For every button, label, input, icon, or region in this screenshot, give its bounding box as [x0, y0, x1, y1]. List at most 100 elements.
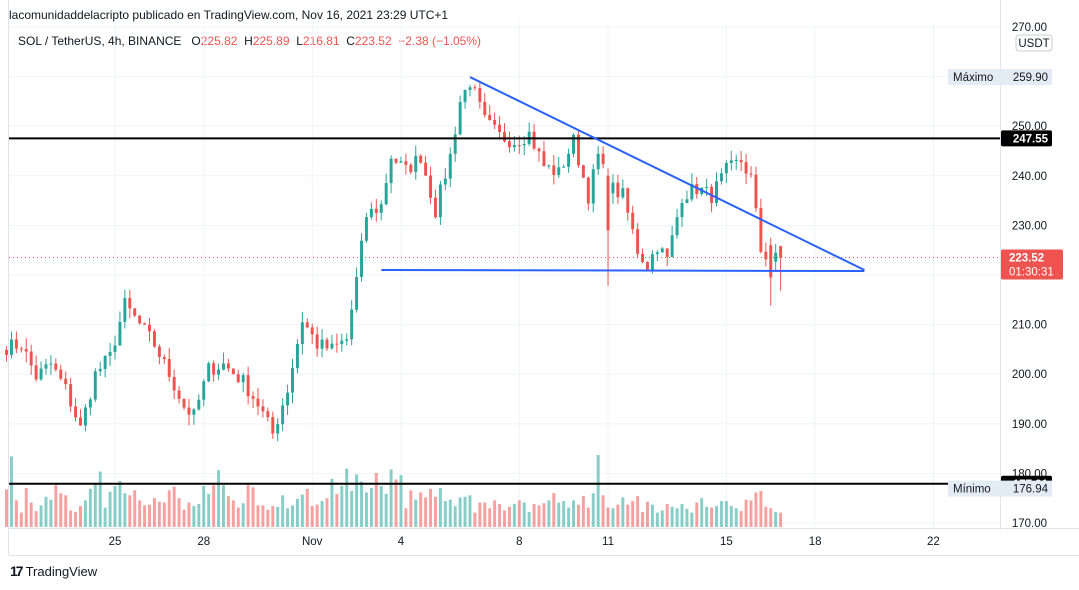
candle-body [231, 368, 235, 375]
candle-body [69, 384, 73, 407]
volume-bar [276, 506, 280, 527]
volume-bar [256, 505, 260, 527]
trendline-horizontal-support[interactable] [381, 269, 865, 273]
volume-bar [167, 490, 171, 527]
candle-body [503, 131, 506, 142]
volume-bar [389, 469, 393, 527]
x-tick-label: 15 [720, 536, 733, 548]
trendlines[interactable] [381, 76, 865, 273]
volume-bar [675, 508, 679, 527]
candle-body [330, 343, 334, 349]
candle-body [271, 417, 275, 434]
volume-bar [394, 479, 398, 527]
candle-body [79, 417, 82, 426]
candle-body [655, 252, 659, 255]
y-tick-label: 270.00 [1012, 22, 1047, 34]
trendline-descending-resistance[interactable] [469, 76, 865, 271]
candle-body [591, 169, 595, 204]
volume-bar [197, 503, 201, 527]
candle-body [241, 375, 245, 383]
y-tick-label: 200.00 [1012, 369, 1047, 381]
symbol-name[interactable]: SOL / TetherUS, 4h, BINANCE [18, 34, 182, 48]
candle-body [660, 248, 664, 253]
candle-body [754, 174, 758, 209]
candle-body [606, 175, 610, 231]
volume-bar [369, 488, 373, 527]
currency-box [1015, 34, 1053, 52]
volume-bar [330, 478, 334, 527]
price-badges: 247.55177.91Máximo259.90Mínimo176.94223.… [948, 34, 1063, 497]
volume-bar [705, 506, 709, 527]
candle-body [493, 120, 497, 125]
candle-body [335, 343, 339, 345]
volume-bar [221, 485, 225, 527]
volume-bar [340, 485, 344, 527]
candle-body [14, 339, 18, 349]
volume-bar [113, 485, 117, 527]
candle-body [394, 158, 398, 163]
high-label: H [244, 34, 253, 48]
x-tick-label: 4 [398, 536, 405, 548]
extreme-label: Máximo [953, 72, 993, 84]
volume-bar [128, 495, 132, 527]
volume-bar [606, 507, 610, 527]
candle-body [734, 160, 738, 162]
candle-body [443, 178, 447, 185]
candle-body [345, 339, 349, 341]
candle-body [295, 344, 299, 369]
volume-bar [138, 500, 142, 527]
volume-bar [374, 473, 378, 527]
candle-body [650, 254, 654, 270]
candle-body [419, 155, 423, 163]
volume-bar [710, 507, 714, 527]
candle-body [507, 141, 511, 148]
volume-bar [320, 501, 324, 527]
candle-body [438, 184, 442, 218]
low-label: L [296, 34, 303, 48]
volume-bar [266, 509, 270, 527]
candle-body [517, 145, 521, 147]
volume-bar [695, 502, 699, 527]
candle-body [453, 134, 457, 154]
y-tick-label: 170.00 [1012, 518, 1047, 530]
candle-body [133, 308, 137, 316]
candle-body [646, 262, 649, 270]
candle-body [217, 369, 221, 375]
candle-body [5, 349, 9, 355]
volume-bar [355, 474, 359, 527]
volume-bar [291, 505, 294, 527]
candle-body [567, 153, 571, 167]
candle-body [374, 208, 378, 213]
volume-bar [226, 496, 230, 527]
volume-bar [379, 485, 383, 527]
volume-bar [49, 499, 53, 527]
tradingview-logo-icon: 17 [10, 563, 24, 579]
candle-body [404, 161, 408, 165]
volume-bar [443, 501, 447, 527]
volume-bar [650, 504, 654, 527]
candle-body [512, 145, 516, 148]
volume-bar [774, 511, 778, 527]
candle-body [19, 348, 23, 350]
volume-bar [108, 491, 112, 527]
volume-bar [715, 506, 718, 527]
volume-bar [182, 509, 186, 527]
volume-bar [754, 492, 758, 527]
volume-bar [512, 503, 516, 527]
candle-body [59, 369, 63, 379]
volume-bar [315, 504, 319, 527]
extreme-badge [948, 69, 1052, 86]
candle-body [542, 151, 546, 167]
candle-body [256, 398, 260, 407]
candle-body [64, 378, 68, 385]
volume-bar [646, 501, 649, 527]
candle-body [251, 396, 255, 399]
extreme-badge [948, 480, 1052, 497]
candle-body [448, 153, 452, 179]
candle-body [88, 399, 92, 408]
volume-bar [384, 493, 388, 527]
volume-bar [507, 506, 511, 527]
volume-bar [404, 508, 408, 527]
volume-bar [631, 501, 635, 527]
